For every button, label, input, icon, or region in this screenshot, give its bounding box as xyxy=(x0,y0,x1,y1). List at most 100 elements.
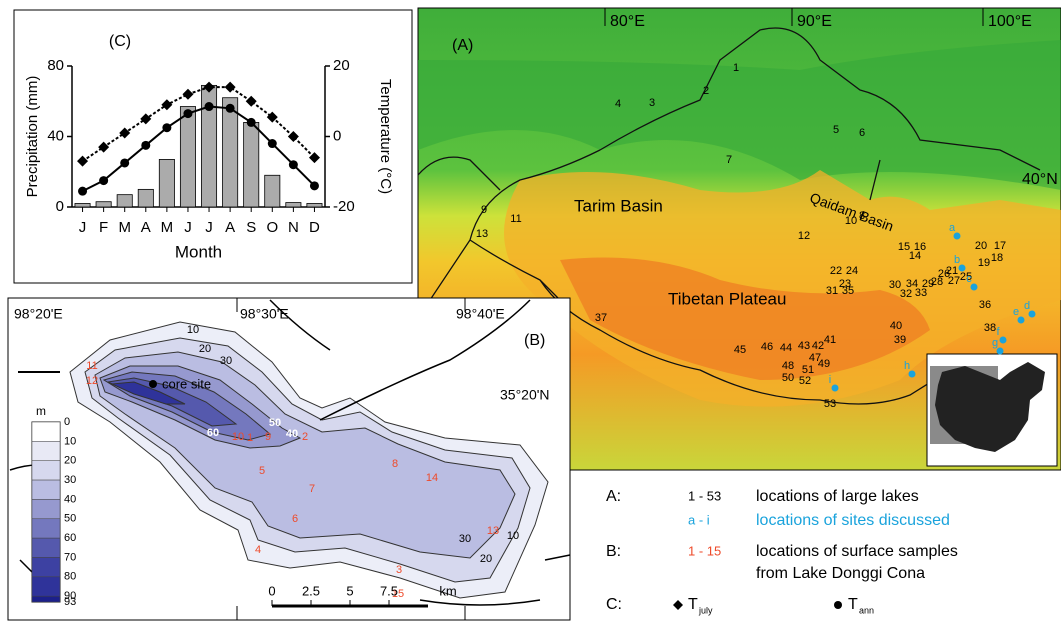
lake-number: 45 xyxy=(734,344,746,356)
core-site-label: core site xyxy=(162,376,211,391)
sample-number: 7 xyxy=(309,483,315,495)
lake-number: 28 xyxy=(931,276,943,288)
lake-number: 9 xyxy=(481,204,487,216)
diamond-marker xyxy=(182,88,194,100)
diamond-marker xyxy=(266,111,278,123)
legend-text: locations of sites discussed xyxy=(756,512,950,529)
contour-label: 40 xyxy=(286,428,298,440)
lake-number: 49 xyxy=(818,358,830,370)
lake-number: 11 xyxy=(510,213,521,225)
circle-marker xyxy=(183,109,193,119)
scale-label: 2.5 xyxy=(302,583,320,598)
lake-number: 18 xyxy=(991,252,1003,264)
site-letter: f xyxy=(996,326,1000,338)
lake-number: 20 xyxy=(975,240,987,252)
legend-range: a - i xyxy=(688,512,710,527)
temperature-line xyxy=(81,86,316,163)
depth-swatch xyxy=(31,595,61,603)
lake-number: 42 xyxy=(812,340,824,352)
site-marker xyxy=(831,384,839,392)
site-letter: a xyxy=(949,222,956,234)
lake-number: 24 xyxy=(846,265,858,277)
place-name: Tibetan Plateau xyxy=(668,289,786,308)
sample-number: 4 xyxy=(255,544,261,556)
circle-marker xyxy=(225,103,235,113)
site-letter: e xyxy=(1013,306,1019,318)
x-tick-label: J xyxy=(205,219,213,236)
legend-text: locations of large lakes xyxy=(756,488,919,505)
lake-number: 27 xyxy=(948,275,960,287)
sample-number: 6 xyxy=(292,513,298,525)
lake-number: 16 xyxy=(914,241,926,253)
x-tick-label: J xyxy=(184,219,192,236)
lake-number: 26 xyxy=(938,268,950,280)
depth-swatch xyxy=(31,499,61,520)
x-tick-label: A xyxy=(141,219,151,236)
circle-marker xyxy=(204,102,214,112)
sample-number: 15 xyxy=(392,588,404,600)
bar xyxy=(179,106,196,208)
lake-number: 51 xyxy=(802,364,814,376)
depth-label: 30 xyxy=(64,474,76,486)
depth-swatch xyxy=(31,421,61,442)
depth-swatch xyxy=(31,518,61,539)
legend-marker xyxy=(673,600,683,610)
sample-number: 9 xyxy=(265,431,271,443)
circle-marker xyxy=(267,139,277,149)
contour-label: 30 xyxy=(459,533,471,545)
lake-number: 3 xyxy=(649,97,655,109)
lake-number: 50 xyxy=(782,372,794,384)
contour-label: 60 xyxy=(207,427,219,439)
lake-number: 48 xyxy=(782,360,794,372)
circle-marker xyxy=(246,117,256,127)
panel-b: core site (B) 98°20'E 98°30'E 98°40'E 35… xyxy=(7,297,571,621)
diamond-marker xyxy=(224,81,236,93)
panel-label: (B) xyxy=(524,332,545,349)
lake-number: 31 xyxy=(826,285,838,297)
lake-number: 34 xyxy=(906,278,918,290)
inset-country xyxy=(935,362,1045,452)
x-tick-label: J xyxy=(79,219,87,236)
sample-number: 2 xyxy=(302,431,308,443)
contour-label: 10 xyxy=(507,530,519,542)
depth-label: 40 xyxy=(64,493,76,505)
lon-label: 90°E xyxy=(797,13,832,30)
lon-label: 98°30'E xyxy=(240,306,289,322)
y-tick-label: 80 xyxy=(47,57,64,74)
legend-name: T xyxy=(848,596,858,613)
lake-number: 40 xyxy=(890,320,902,332)
depth-swatch xyxy=(31,557,61,578)
circle-marker xyxy=(162,123,172,133)
sample-number: 12 xyxy=(86,375,98,387)
depth-swatch xyxy=(31,537,61,558)
depth-label: 50 xyxy=(64,513,76,525)
lake-number: 33 xyxy=(915,287,927,299)
sample-number: 13 xyxy=(487,525,499,537)
sample-number: 11 xyxy=(86,360,97,372)
site-letter: g xyxy=(992,337,998,349)
scale-label: km xyxy=(439,583,456,598)
site-letter: b xyxy=(954,254,960,266)
site-marker xyxy=(908,370,916,378)
site-marker xyxy=(970,283,978,291)
chart-title: (C) xyxy=(109,33,131,50)
lake-number: 4 xyxy=(615,98,621,110)
bar xyxy=(264,174,281,208)
legend-name: T xyxy=(688,596,698,613)
lake-number: 38 xyxy=(984,322,996,334)
scale-label: 7.5 xyxy=(380,583,398,598)
site-marker xyxy=(996,347,1004,355)
y-tick-label: 0 xyxy=(56,198,64,215)
contour-label: 50 xyxy=(269,417,281,429)
lake-number: 41 xyxy=(824,334,836,346)
bar xyxy=(243,122,260,208)
legend-key: C: xyxy=(606,596,622,613)
diamond-marker xyxy=(245,95,257,107)
legend-key: B: xyxy=(606,543,621,560)
site-letter: h xyxy=(904,360,910,372)
x-tick-label: A xyxy=(225,219,235,236)
diamond-marker xyxy=(98,141,110,153)
lake-number: 7 xyxy=(726,154,732,166)
scale-label: 5 xyxy=(346,583,353,598)
